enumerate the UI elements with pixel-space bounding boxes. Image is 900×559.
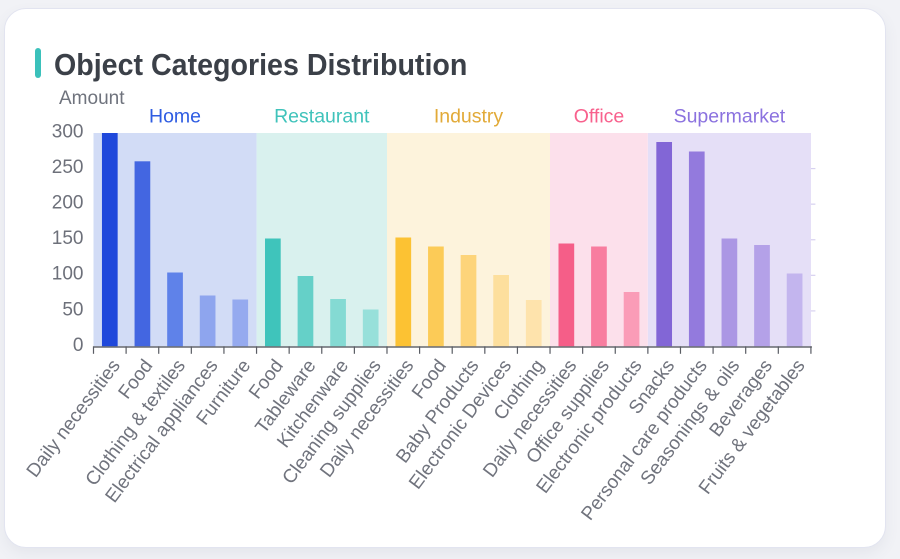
svg-text:50: 50: [62, 299, 83, 320]
svg-text:300: 300: [52, 121, 84, 142]
svg-text:200: 200: [52, 193, 84, 214]
svg-text:100: 100: [52, 264, 84, 285]
svg-text:150: 150: [52, 228, 84, 249]
svg-text:Office: Office: [574, 106, 625, 128]
svg-text:Amount: Amount: [59, 88, 125, 109]
svg-text:Home: Home: [149, 106, 201, 128]
svg-text:0: 0: [73, 335, 84, 356]
svg-text:Supermarket: Supermarket: [674, 106, 786, 128]
svg-text:Restaurant: Restaurant: [274, 106, 370, 128]
svg-text:250: 250: [52, 157, 84, 178]
svg-text:Industry: Industry: [434, 106, 504, 128]
